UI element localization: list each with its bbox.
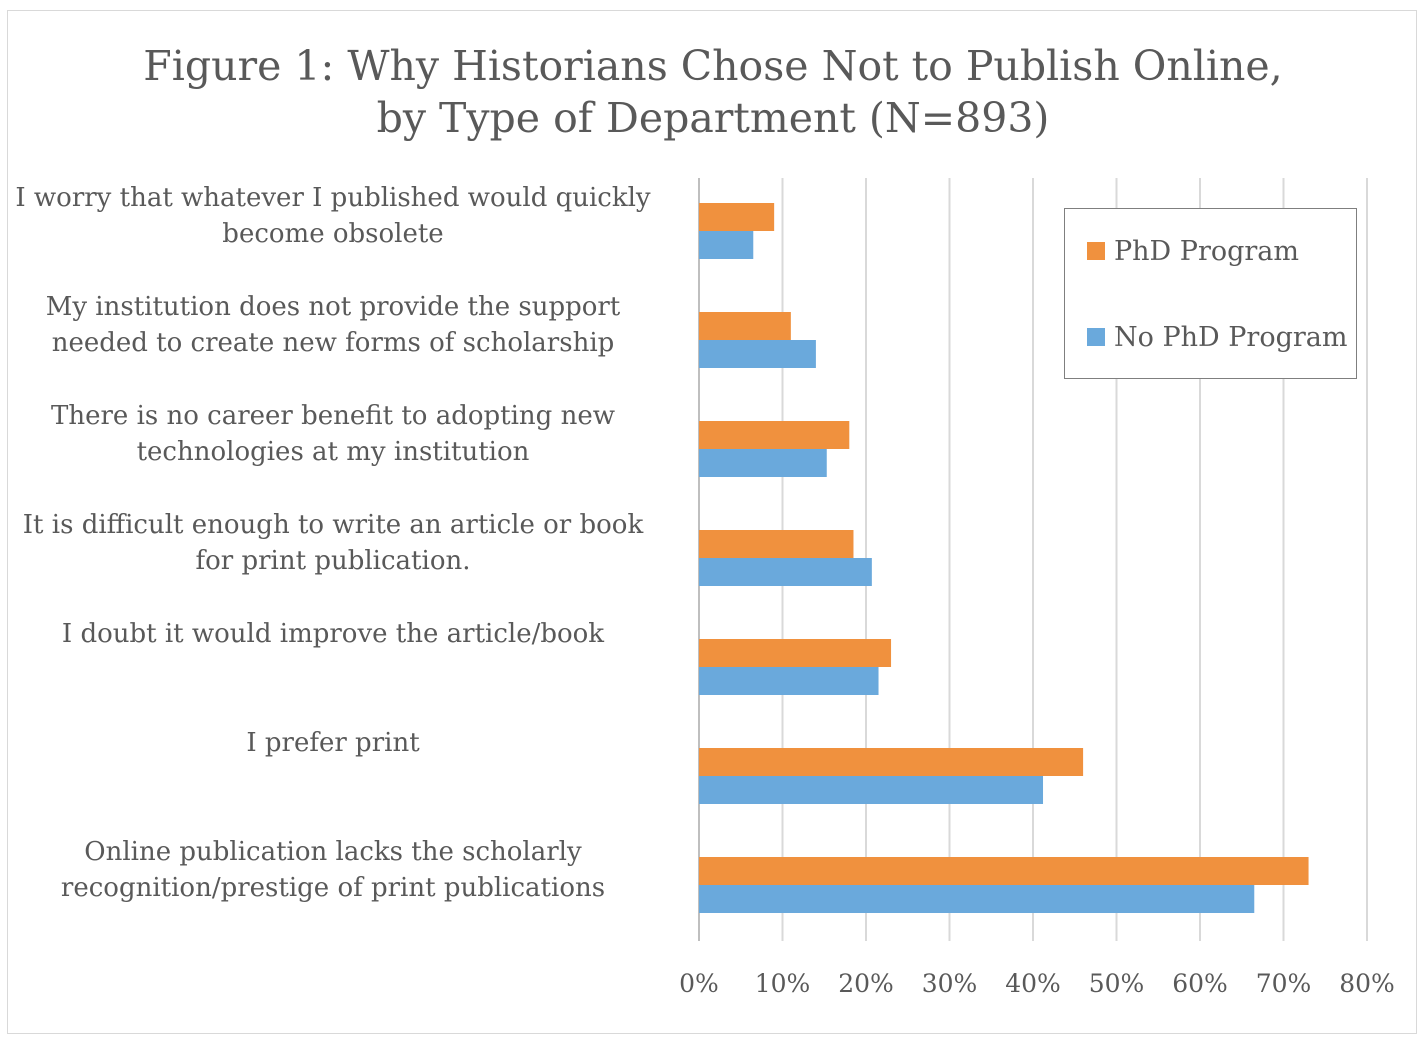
- bar-phd: [699, 203, 775, 231]
- bar-no-phd: [699, 558, 872, 586]
- bar-no-phd: [699, 231, 754, 259]
- bar-phd: [699, 530, 854, 558]
- category-label-line: I doubt it would improve the article/boo…: [61, 619, 605, 649]
- legend-item-phd: PhD Program: [1087, 234, 1299, 268]
- category-label: Online publication lacks the scholarly re…: [0, 834, 666, 906]
- bar-no-phd: [699, 667, 879, 695]
- legend-swatch-phd: [1087, 242, 1105, 260]
- category-label-line: I worry that whatever I published would …: [15, 183, 651, 213]
- x-tick-label: 20%: [838, 969, 894, 998]
- x-tick-label: 50%: [1089, 969, 1145, 998]
- x-tick-label: 10%: [755, 969, 811, 998]
- bar-phd: [699, 639, 892, 667]
- bar-phd: [699, 312, 791, 340]
- category-label-line: My institution does not provide the supp…: [45, 292, 621, 322]
- category-label-line: It is difficult enough to write an artic…: [22, 510, 644, 540]
- chart-title-line-1: Figure 1: Why Historians Chose Not to Pu…: [143, 42, 1283, 90]
- category-label-line: for print publication.: [195, 546, 471, 576]
- x-tick-label: 40%: [1005, 969, 1061, 998]
- x-tick-label: 80%: [1339, 969, 1395, 998]
- category-label: I prefer print: [0, 725, 666, 761]
- bar-no-phd: [699, 340, 816, 368]
- category-label-line: I prefer print: [246, 728, 420, 758]
- legend-swatch-no-phd: [1087, 328, 1105, 346]
- category-label-line: technologies at my institution: [136, 437, 530, 467]
- category-label-line: recognition/prestige of print publicatio…: [60, 873, 606, 903]
- category-label-line: There is no career benefit to adopting n…: [51, 401, 615, 431]
- x-tick-label: 0%: [679, 969, 719, 998]
- legend-label-phd: PhD Program: [1114, 235, 1300, 267]
- x-tick-label: 70%: [1256, 969, 1312, 998]
- bar-phd: [699, 421, 850, 449]
- category-label: It is difficult enough to write an artic…: [0, 507, 666, 579]
- bar-no-phd: [699, 885, 1255, 913]
- category-label-line: become obsolete: [222, 219, 444, 249]
- legend: PhD Program No PhD Program: [1064, 208, 1357, 379]
- category-label-line: Online publication lacks the scholarly: [84, 837, 582, 867]
- bar-no-phd: [699, 776, 1044, 804]
- legend-item-no-phd: No PhD Program: [1087, 320, 1347, 354]
- bar-phd: [699, 748, 1084, 776]
- bar-phd: [699, 857, 1309, 885]
- category-label-line: needed to create new forms of scholarshi…: [51, 328, 615, 358]
- category-label: I doubt it would improve the article/boo…: [0, 616, 666, 652]
- x-tick-label: 30%: [922, 969, 978, 998]
- category-label: There is no career benefit to adopting n…: [0, 398, 666, 470]
- x-tick-label: 60%: [1172, 969, 1228, 998]
- legend-label-no-phd: No PhD Program: [1114, 321, 1348, 353]
- chart-title: Figure 1: Why Historians Chose Not to Pu…: [0, 40, 1426, 144]
- bar-no-phd: [699, 449, 827, 477]
- category-label: My institution does not provide the supp…: [0, 289, 666, 361]
- chart-title-line-2: by Type of Department (N=893): [376, 94, 1050, 142]
- category-label: I worry that whatever I published would …: [0, 180, 666, 252]
